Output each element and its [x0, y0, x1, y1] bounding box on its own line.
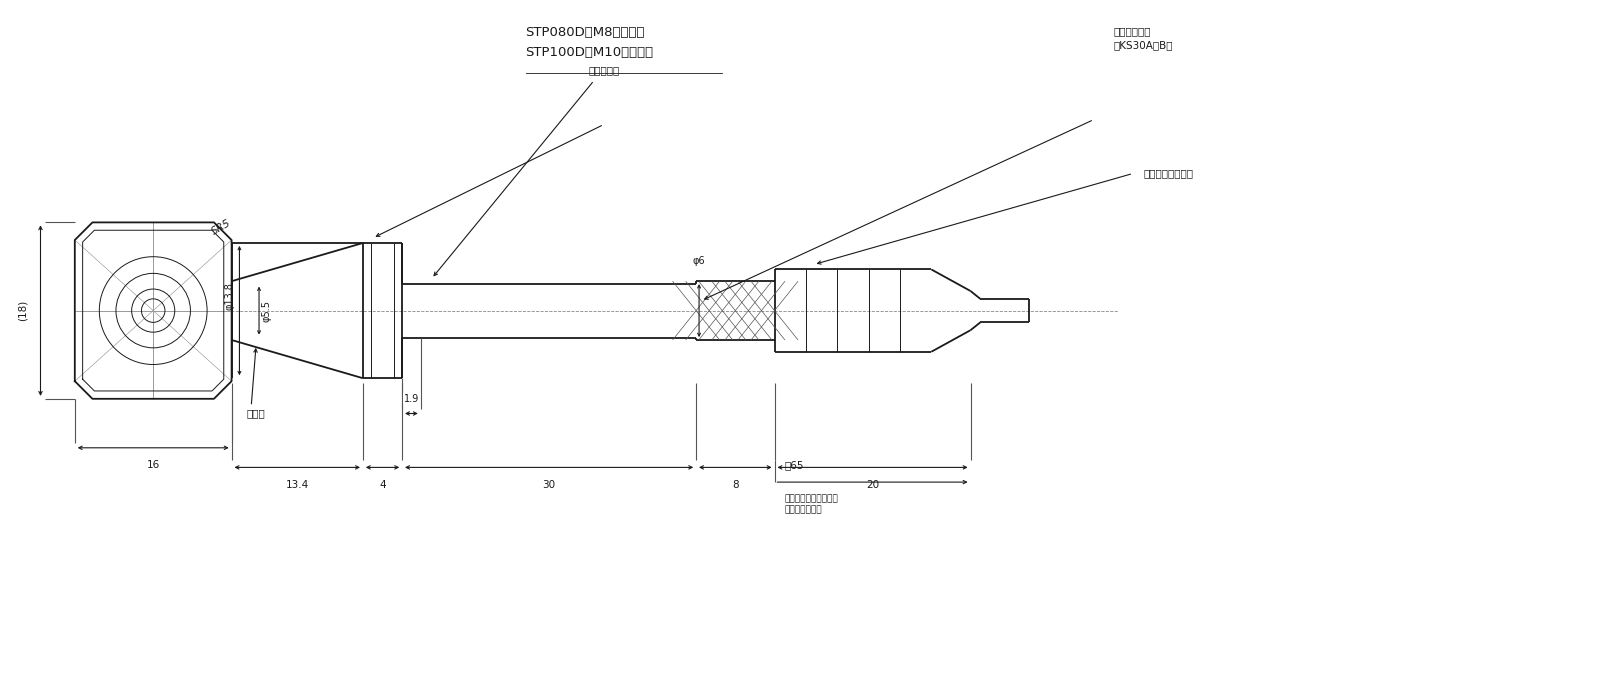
Text: φ5.5: φ5.5: [261, 300, 270, 322]
Text: (18): (18): [18, 300, 27, 321]
Text: STP080D：M8（並目）
STP100D：M10（並目）: STP080D：M8（並目） STP100D：M10（並目）: [525, 27, 654, 59]
Text: カートリッジ取外しに
要するスペース: カートリッジ取外しに 要するスペース: [784, 494, 838, 515]
Text: 8: 8: [733, 480, 739, 490]
Text: φ6: φ6: [693, 256, 706, 267]
Text: 13.4: 13.4: [286, 480, 309, 490]
Text: 終65: 終65: [784, 460, 803, 471]
Text: φ13.8: φ13.8: [224, 282, 235, 310]
Text: 1.9: 1.9: [403, 394, 419, 404]
Text: 30: 30: [542, 480, 555, 490]
Text: コードプロテクタ: コードプロテクタ: [1142, 169, 1194, 178]
Text: ブーツ保護: ブーツ保護: [589, 65, 619, 75]
Text: スキマ: スキマ: [246, 409, 266, 419]
Text: 20: 20: [866, 480, 878, 490]
Text: 4: 4: [379, 480, 386, 490]
Text: 16: 16: [147, 460, 160, 471]
Text: カートリッジ
（KS30A／B）: カートリッジ （KS30A／B）: [1114, 27, 1173, 50]
Text: SR5: SR5: [211, 218, 234, 237]
